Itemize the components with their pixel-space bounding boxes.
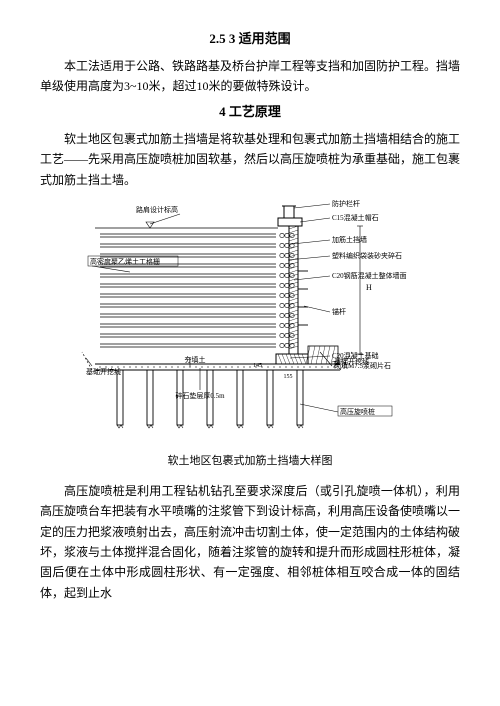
diagram-caption: 软土地区包裹式加筋土挡墙大样图 — [40, 452, 460, 471]
heading-scope: 2.5 3 适用范围 — [40, 28, 460, 50]
svg-text:基础开挖线: 基础开挖线 — [86, 367, 121, 376]
svg-text:碎石垫层厚0.5m: 碎石垫层厚0.5m — [175, 391, 225, 400]
svg-text:C20钢筋混凝土整体墙面: C20钢筋混凝土整体墙面 — [332, 271, 407, 280]
heading-principle: 4 工艺原理 — [40, 101, 460, 123]
para-scope: 本工法适用于公路、铁路路基及桥台护岸工程等支挡和加固防护工程。挡墙单级使用高度为… — [40, 56, 460, 97]
wall-diagram: H 145 155 防护栏杆 C15混凝土帽石 路肩设计标高加筋土挡墙塑料编织袋装砂夹碎石… — [80, 198, 420, 448]
svg-text:高压旋喷桩: 高压旋喷桩 — [340, 407, 375, 416]
svg-text:锚杆: 锚杆 — [332, 307, 346, 316]
svg-text:H: H — [366, 283, 372, 292]
para-jetgrout: 高压旋喷桩是利用工程钻机钻孔至要求深度后（或引孔旋喷一体机），利用高压旋喷台车把… — [40, 481, 460, 603]
svg-text:加筋土挡墙: 加筋土挡墙 — [332, 235, 367, 244]
svg-text:基础开挖线: 基础开挖线 — [334, 357, 369, 366]
svg-text:路肩设计标高: 路肩设计标高 — [136, 205, 178, 214]
svg-text:夯填土: 夯填土 — [185, 355, 206, 364]
svg-text:145: 145 — [253, 363, 262, 369]
svg-text:C15混凝土帽石: C15混凝土帽石 — [332, 213, 379, 222]
para-principle: 软土地区包裹式加筋土挡墙是将软基处理和包裹式加筋土挡墙相结合的施工工艺——先采用… — [40, 129, 460, 190]
svg-text:塑料编织袋装砂夹碎石: 塑料编织袋装砂夹碎石 — [332, 251, 402, 260]
svg-text:155: 155 — [284, 374, 293, 380]
svg-text:高密度聚乙烯土工格栅: 高密度聚乙烯土工格栅 — [90, 257, 160, 266]
diagram-container: H 145 155 防护栏杆 C15混凝土帽石 路肩设计标高加筋土挡墙塑料编织袋装砂夹碎石… — [40, 198, 460, 448]
svg-text:防护栏杆: 防护栏杆 — [332, 199, 360, 208]
